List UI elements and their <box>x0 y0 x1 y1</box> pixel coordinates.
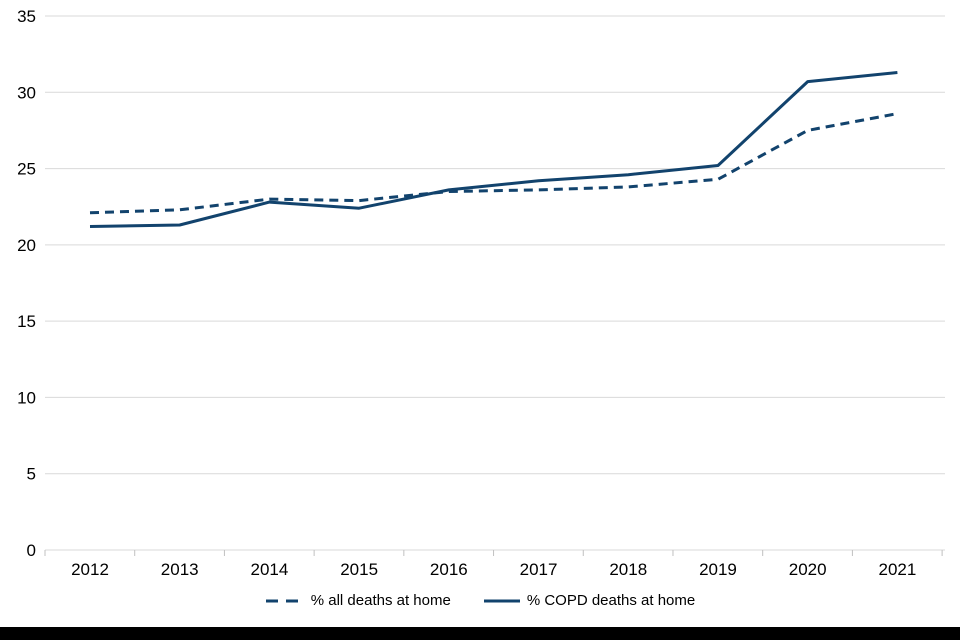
y-axis-tick-label: 20 <box>17 236 36 255</box>
y-axis-tick-label: 0 <box>27 541 36 560</box>
legend-item-all-deaths: % all deaths at home <box>265 592 451 609</box>
x-axis-tick-label: 2019 <box>699 560 737 579</box>
y-axis-tick-label: 30 <box>17 83 36 102</box>
dashed-line-swatch <box>265 599 304 602</box>
line-chart-canvas: 0 5 10 15 20 25 30 35 2012 2013 2014 2015 2016 2017 20… <box>17 7 945 579</box>
all-deaths-dashed-line <box>89 112 898 215</box>
y-axis-tick-label: 5 <box>27 465 36 484</box>
y-axis-tick-label: 25 <box>17 160 36 179</box>
y-axis-tick-label: 15 <box>17 312 36 331</box>
bottom-black-bar <box>0 627 960 640</box>
x-axis-tick-label: 2014 <box>251 560 289 579</box>
solid-line-swatch <box>483 599 520 602</box>
x-axis-tick-label: 2020 <box>789 560 827 579</box>
copd-deaths-solid-line <box>89 71 898 228</box>
x-axis-tick-label: 2021 <box>878 560 916 579</box>
legend-label-all-deaths: % all deaths at home <box>310 592 451 609</box>
x-axis-tick-label: 2015 <box>340 560 378 579</box>
x-axis-tick-label: 2017 <box>520 560 558 579</box>
x-axis-tick-label: 2016 <box>430 560 468 579</box>
chart-legend: % all deaths at home % COPD deaths at ho… <box>0 592 960 609</box>
x-axis-tick-label: 2012 <box>71 560 109 579</box>
legend-label-copd-deaths: % COPD deaths at home <box>526 592 696 609</box>
x-axis-tick-label: 2013 <box>161 560 199 579</box>
y-axis-tick-label: 10 <box>17 388 36 407</box>
legend-item-copd-deaths: % COPD deaths at home <box>483 592 695 609</box>
x-axis-tick-label: 2018 <box>609 560 647 579</box>
y-axis-tick-label: 35 <box>17 7 36 26</box>
